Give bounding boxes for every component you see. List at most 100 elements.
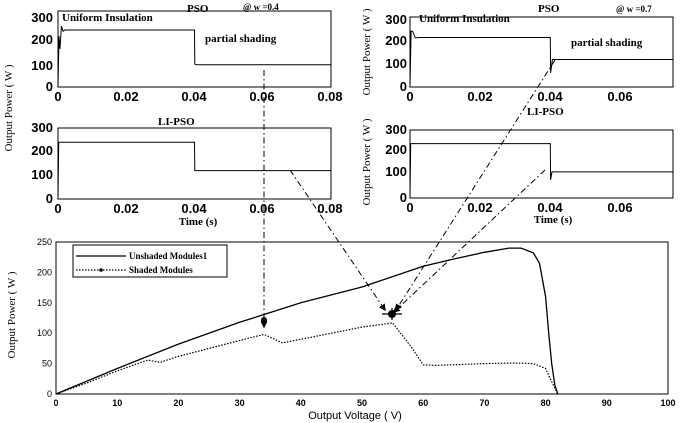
y-tick: 250 [37,237,52,247]
legend-label-shaded: Shaded Modules [129,265,193,275]
panel-pv-curve: Output Power ( W ) Output Voltage ( V) 0… [6,237,676,422]
weight-annotation: @ w =0.4 [243,2,279,12]
x-tick: 0.06 [607,200,632,215]
y-tick: 300 [31,120,53,135]
y-ticks: 0 100 200 300 [385,12,407,94]
panel-pso-w04: PSO @ w =0.4 Uniform Insulation partial … [31,2,342,104]
y-tick: 150 [37,298,52,308]
y-tick: 300 [385,122,407,137]
x-ticks: 0 0.02 0.04 0.06 0.08 [54,201,342,216]
peak-marker-55v [382,308,402,320]
y-axis-title-left: Output Power ( W ) [3,64,15,151]
x-axis-title: Output Voltage ( V) [308,410,402,422]
label-uniform-insulation: Uniform Insulation [62,12,153,24]
x-tick: 40 [296,398,306,408]
y-ticks: 0 100 200 300 [31,120,53,206]
x-tick: 90 [602,398,612,408]
x-tick: 0.02 [113,201,138,216]
plot-frame [409,129,674,199]
y-tick: 0 [400,190,407,205]
x-tick: 0 [406,89,413,104]
power-trace-pso-w07 [409,30,673,88]
x-tick: 50 [357,398,367,408]
x-axis-title: Time (s) [534,214,573,226]
legend-marker-shaded [99,268,103,272]
power-trace-lipso-w04 [57,141,331,200]
x-tick: 0.02 [467,200,492,215]
plot-frame [57,10,332,88]
legend-label-unshaded: Unshaded Modules1 [129,251,208,261]
y-tick: 200 [31,32,53,47]
x-tick: 100 [660,398,675,408]
legend: Unshaded Modules1 Shaded Modules [72,244,228,278]
y-tick: 100 [31,58,53,73]
x-tick: 80 [541,398,551,408]
x-tick: 20 [173,398,183,408]
weight-annotation: @ w =0.7 [616,4,652,14]
y-tick: 200 [385,33,407,48]
arrow-lipso-w04-to-pv [289,169,386,312]
x-ticks: 0 0.02 0.04 0.06 [406,89,632,104]
x-tick: 0.04 [181,201,207,216]
label-partial-shading: partial shading [571,37,643,49]
x-tick: 0 [54,201,61,216]
x-tick: 0.04 [537,89,563,104]
plot-frame [409,16,674,88]
y-tick: 100 [37,328,52,338]
panel-title: LI-PSO [527,106,564,118]
y-tick: 50 [42,359,52,369]
y-tick: 0 [400,79,407,94]
x-tick: 0.08 [317,89,342,104]
y-tick: 100 [385,164,407,179]
x-tick: 70 [479,398,489,408]
x-tick: 0.02 [467,89,492,104]
y-tick: 200 [31,143,53,158]
panel-title: LI-PSO [158,116,195,128]
arrow-pso-w07-to-pv [395,59,556,312]
x-tick: 0.06 [249,89,274,104]
panel-lipso-w07: LI-PSO Output Power ( W ) 0 100 200 300 … [361,106,674,226]
y-tick: 200 [37,267,52,277]
power-trace-lipso-w07 [409,143,673,199]
y-tick: 100 [31,167,53,182]
y-tick: 300 [385,12,407,27]
x-ticks: 0 10 20 30 40 50 60 70 80 90 100 [53,398,675,408]
series-line-shaded [55,322,559,395]
x-tick: 0 [406,200,413,215]
arrow-lipso-w07-to-pv [392,169,546,313]
x-tick: 60 [418,398,428,408]
x-tick: 0 [54,89,61,104]
y-ticks: 0 100 200 300 [31,10,53,94]
x-tick: 0.04 [181,89,207,104]
y-tick: 300 [31,10,53,25]
panel-pso-w07: PSO @ w =0.7 Uniform Insulation partial … [361,3,674,104]
y-tick: 200 [385,142,407,157]
y-axis-title: Output Power ( W ) [361,8,373,95]
panel-title: PSO [187,3,209,15]
x-tick: 10 [112,398,122,408]
panel-title: PSO [538,3,560,15]
y-tick: 0 [46,79,53,94]
series-line-unshaded [55,247,559,395]
panel-lipso-w04: LI-PSO 0 100 200 300 0 0.02 0.04 0.06 0.… [31,116,342,228]
x-tick: 0 [53,398,58,408]
y-ticks: 0 100 200 300 [385,122,407,205]
plot-frame [55,241,669,395]
legend-box [72,244,228,278]
x-ticks: 0 0.02 0.04 0.06 [406,200,632,215]
x-axis-title: Time (s) [179,216,218,228]
x-tick: 0.02 [113,89,138,104]
power-trace-pso-w04 [57,26,331,88]
y-axis-title: Output Power ( W ) [361,118,373,205]
y-tick: 0 [47,389,52,399]
label-uniform-insulation: Uniform Insulation [419,13,510,25]
x-tick: 0.08 [317,201,342,216]
x-tick: 0.06 [607,89,632,104]
x-tick: 0.04 [537,200,563,215]
label-partial-shading: partial shading [205,33,277,45]
y-ticks: 0 50 100 150 200 250 [37,237,52,399]
y-axis-title: Output Power ( W ) [6,271,18,358]
y-tick: 100 [385,56,407,71]
x-tick: 0.06 [249,201,274,216]
x-ticks: 0 0.02 0.04 0.06 0.08 [54,89,342,104]
